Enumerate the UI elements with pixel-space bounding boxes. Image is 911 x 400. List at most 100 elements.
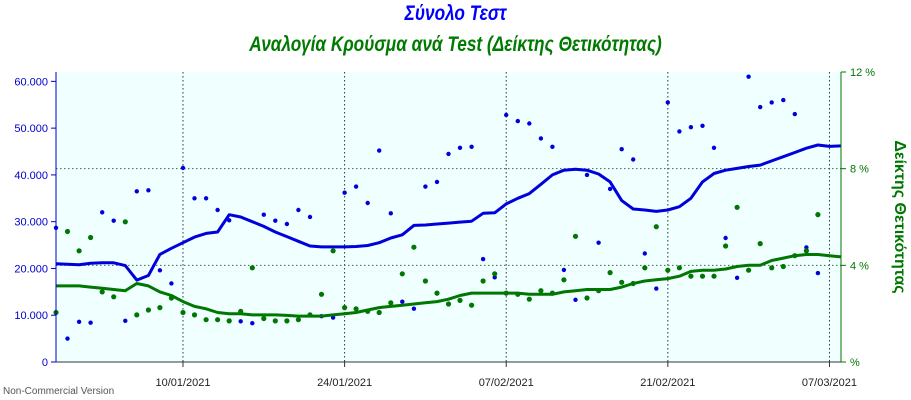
positivity-data-point — [191, 312, 198, 318]
positivity-data-point — [723, 243, 729, 249]
positivity-data-point — [353, 306, 359, 312]
y-left-tick-label: 40.000 — [14, 170, 48, 182]
positivity-data-point — [538, 288, 544, 294]
grid-lines — [56, 72, 841, 362]
tests-data-point — [734, 275, 740, 280]
tests-data-point — [469, 144, 474, 149]
positivity-data-point — [780, 263, 786, 270]
tests-data-point — [353, 184, 359, 189]
positivity-data-point — [515, 291, 521, 297]
positivity-data-point — [469, 302, 475, 308]
tests-data-point — [538, 136, 544, 141]
positivity-data-point — [630, 280, 636, 287]
positivity-data-point — [665, 267, 671, 273]
tests-data-point — [250, 321, 255, 326]
tests-data-point — [400, 299, 405, 304]
x-tick-label: 10/01/2021 — [155, 377, 210, 389]
tests-data-point — [480, 256, 486, 262]
positivity-data-point — [365, 308, 371, 314]
tests-data-point — [111, 218, 116, 223]
tests-data-point — [815, 270, 821, 276]
positivity-data-point — [307, 312, 313, 318]
positivity-data-point — [145, 307, 151, 313]
y-left-tick-label: 0 — [42, 357, 48, 369]
tests-data-point — [446, 151, 451, 157]
x-tick-label: 24/01/2021 — [317, 377, 372, 389]
positivity-data-point — [642, 265, 648, 271]
tests-data-point — [619, 147, 624, 152]
tests-data-point — [377, 148, 382, 153]
positivity-data-point — [168, 295, 174, 301]
y-left-tick-label: 60.000 — [14, 76, 48, 88]
positivity-data-point — [815, 212, 821, 218]
positivity-data-point — [584, 295, 590, 301]
positivity-data-point — [699, 273, 706, 279]
positivity-data-point — [422, 278, 428, 284]
y-right-tick-label: % — [850, 357, 860, 369]
positivity-data-point — [215, 317, 221, 323]
tests-data-point — [711, 145, 717, 150]
tests-data-point — [238, 319, 243, 324]
plot-background — [56, 72, 841, 362]
positivity-data-point — [734, 204, 740, 210]
positivity-data-point — [249, 265, 255, 271]
positivity-data-point — [607, 270, 613, 276]
positivity-data-point — [388, 300, 394, 306]
tests-data-point — [76, 319, 82, 324]
positivity-data-point — [688, 273, 694, 279]
tests-data-point — [504, 112, 509, 118]
x-tick-label: 07/02/2021 — [479, 377, 534, 389]
positivity-data-point — [803, 248, 810, 254]
tests-data-point — [677, 129, 682, 134]
tests-data-point — [284, 221, 290, 227]
tests-data-point — [169, 281, 174, 286]
positivity-data-point — [88, 234, 94, 241]
tests-data-point — [665, 100, 670, 105]
tests-data-point — [723, 235, 728, 241]
positivity-data-point — [711, 273, 717, 279]
positivity-data-point — [122, 219, 128, 225]
tests-data-point — [273, 218, 278, 223]
tests-data-point — [769, 100, 774, 105]
positivity-data-point — [99, 289, 105, 295]
chart-subtitle: Αναλογία Κρούσμα ανά Test (Δείκτης Θετικ… — [249, 33, 662, 56]
positivity-data-point — [561, 277, 567, 283]
positivity-data-point — [180, 309, 186, 316]
tests-data-point — [307, 214, 313, 220]
positivity-data-point — [792, 253, 798, 259]
tests-data-point — [792, 111, 797, 117]
y-left-tick-label: 10.000 — [14, 310, 48, 322]
tests-data-point — [65, 336, 70, 341]
positivity-moving-average-line — [56, 253, 842, 318]
tests-data-point — [365, 200, 370, 206]
tests-data-point — [342, 190, 347, 195]
positivity-data-point — [619, 279, 625, 285]
tests-data-point — [146, 188, 151, 193]
positivity-data-point — [480, 278, 486, 284]
tests-data-point — [561, 267, 567, 273]
tests-data-point — [758, 104, 763, 110]
tests-data-point — [203, 196, 209, 201]
tests-data-point — [411, 306, 417, 311]
positivity-data-point — [653, 224, 659, 230]
positivity-data-point — [457, 297, 463, 303]
tests-data-point — [642, 251, 647, 256]
series-layer — [53, 74, 842, 341]
positivity-data-point — [295, 317, 301, 323]
positivity-data-point — [434, 290, 440, 296]
x-tick-label: 07/03/2021 — [802, 377, 857, 389]
positivity-data-point — [261, 315, 267, 322]
positivity-data-point — [503, 290, 509, 296]
y-right-tick-label: 12 % — [850, 67, 875, 79]
positivity-data-point — [226, 318, 232, 324]
watermark-text: Non-Commercial Version — [3, 386, 115, 397]
tests-data-point — [573, 297, 578, 302]
positivity-data-point — [411, 244, 417, 250]
tests-data-point — [654, 286, 659, 291]
tests-data-point — [157, 268, 163, 273]
positivity-data-point — [272, 318, 278, 324]
y-right-tick-label: 8 % — [850, 164, 869, 176]
positivity-data-point — [342, 305, 348, 311]
tests-data-point — [134, 189, 139, 194]
